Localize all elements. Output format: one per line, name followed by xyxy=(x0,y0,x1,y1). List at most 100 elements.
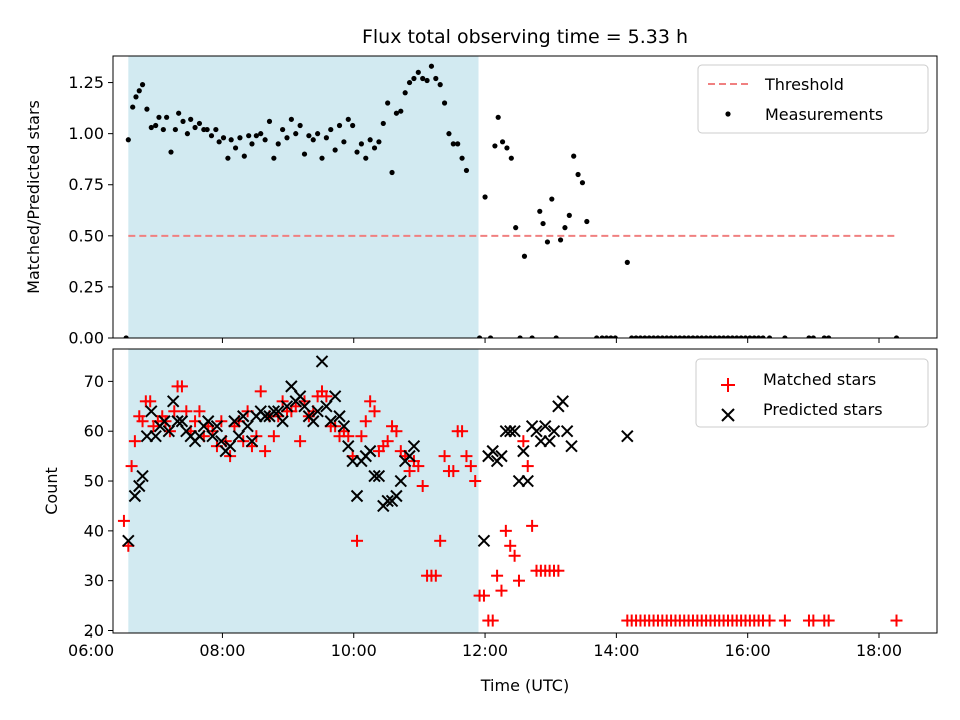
panel-counts: 20 30 40 50 60 70 06:00 08:00 10:00 12:00 14:00 16… xyxy=(42,348,938,695)
legend-frame-top xyxy=(697,64,929,134)
measurement-point xyxy=(703,335,709,338)
axes-frame-bottom xyxy=(112,348,938,634)
measurement-point xyxy=(685,335,692,338)
measurement-point xyxy=(463,167,470,174)
measurement-point xyxy=(389,169,395,176)
x-tick-label: 06:00 xyxy=(68,641,114,660)
measurement-point xyxy=(437,82,443,88)
measurement-point xyxy=(806,335,812,338)
y-ticks-top: 0.00 0.25 0.50 0.75 1.00 1.25 xyxy=(68,73,113,348)
predicted-star-point xyxy=(324,415,337,428)
predicted-star-point xyxy=(621,429,634,443)
x-tick-label: 10:00 xyxy=(331,641,377,660)
predicted-star-point xyxy=(245,434,259,448)
y-tick-label: 1.25 xyxy=(68,73,104,92)
predicted-star-point xyxy=(328,390,342,403)
measurement-point xyxy=(125,137,131,143)
measurement-point xyxy=(380,120,386,127)
predicted-star-point xyxy=(547,425,561,438)
measurement-point xyxy=(513,225,519,231)
predicted-star-point xyxy=(499,425,513,438)
predicted-star-point xyxy=(337,420,351,433)
predicted-star-point xyxy=(407,439,421,453)
measurement-point xyxy=(271,155,277,161)
measurement-point xyxy=(492,143,498,149)
predicted-star-point xyxy=(311,405,324,418)
measurement-point xyxy=(508,155,514,161)
measurement-point xyxy=(168,149,174,155)
measurement-point xyxy=(184,131,191,137)
measurement-point xyxy=(153,122,159,129)
measurement-point xyxy=(402,90,408,96)
measurement-point xyxy=(336,122,343,129)
measurement-point xyxy=(766,335,773,338)
measurement-point xyxy=(136,88,142,94)
matched-star-point xyxy=(491,569,504,582)
measurement-point xyxy=(415,69,421,75)
measurement-point xyxy=(751,335,757,338)
matched-star-point xyxy=(381,435,394,448)
measurement-point xyxy=(164,114,170,120)
measurement-point xyxy=(237,135,243,141)
measurement-point xyxy=(694,335,700,338)
matched-star-point xyxy=(390,425,403,438)
measurement-point xyxy=(562,225,568,231)
measurement-point xyxy=(608,335,614,338)
y-tick-label: 0.50 xyxy=(68,226,104,245)
measurement-point xyxy=(144,106,150,112)
measurement-point xyxy=(284,135,290,141)
predicted-star-point xyxy=(530,425,543,438)
legend-threshold-label: Threshold xyxy=(764,75,844,94)
x-axis-label: Time (UTC) xyxy=(480,676,569,695)
measurement-point xyxy=(367,137,373,143)
measurement-point xyxy=(288,116,294,122)
measurement-point xyxy=(482,194,488,200)
measurement-point xyxy=(315,131,321,137)
x-ticks-bottom: 06:00 08:00 10:00 12:00 14:00 16:00 18:00 xyxy=(68,633,902,660)
y-tick-label: 0.75 xyxy=(68,175,104,194)
measurement-point xyxy=(266,118,273,124)
measurement-point xyxy=(517,335,523,338)
predicted-star-point xyxy=(517,444,530,458)
predicted-star-point xyxy=(193,429,206,443)
measurement-point xyxy=(358,141,365,147)
matched-star-point xyxy=(504,539,517,552)
x-tick-label: 08:00 xyxy=(199,641,245,660)
measurement-point xyxy=(424,77,430,84)
measurement-point xyxy=(537,208,543,214)
predicted-star-point xyxy=(158,415,171,428)
measurement-point xyxy=(821,335,827,338)
y-tick-label: 60 xyxy=(84,422,104,441)
y-tick-label: 40 xyxy=(84,521,104,540)
legend-top: Threshold Measurements xyxy=(697,64,929,134)
measurement-point xyxy=(225,155,231,161)
measurement-point xyxy=(495,114,501,120)
predicted-star-point xyxy=(285,380,298,393)
matched-star-point xyxy=(807,614,820,627)
predicted-star-point xyxy=(162,425,176,438)
measurement-point xyxy=(504,145,510,151)
matched-star-point xyxy=(267,430,280,443)
measurement-point xyxy=(707,335,714,338)
matched-star-point xyxy=(477,589,490,602)
predicted-star-point xyxy=(122,534,135,548)
measurement-point xyxy=(310,137,316,143)
measurement-point xyxy=(655,335,661,338)
matched-star-point xyxy=(168,405,181,418)
measurement-point xyxy=(549,196,555,202)
highlight-span-bottom xyxy=(128,349,479,633)
measurement-point xyxy=(204,126,210,133)
y-ticks-bottom: 20 30 40 50 60 70 xyxy=(84,372,113,640)
predicted-star-point xyxy=(333,410,346,423)
predicted-star-point xyxy=(206,429,219,443)
measurement-point xyxy=(566,212,572,218)
matched-star-point xyxy=(180,405,193,418)
predicted-star-point xyxy=(210,420,224,433)
measurement-point xyxy=(232,145,239,151)
measurement-point xyxy=(594,335,600,338)
chart-title: Flux total observing time = 5.33 h xyxy=(362,26,688,48)
measurement-point xyxy=(668,335,674,338)
measurement-point xyxy=(420,75,426,82)
matched-star-point xyxy=(508,549,521,562)
predicted-star-point xyxy=(368,469,381,483)
